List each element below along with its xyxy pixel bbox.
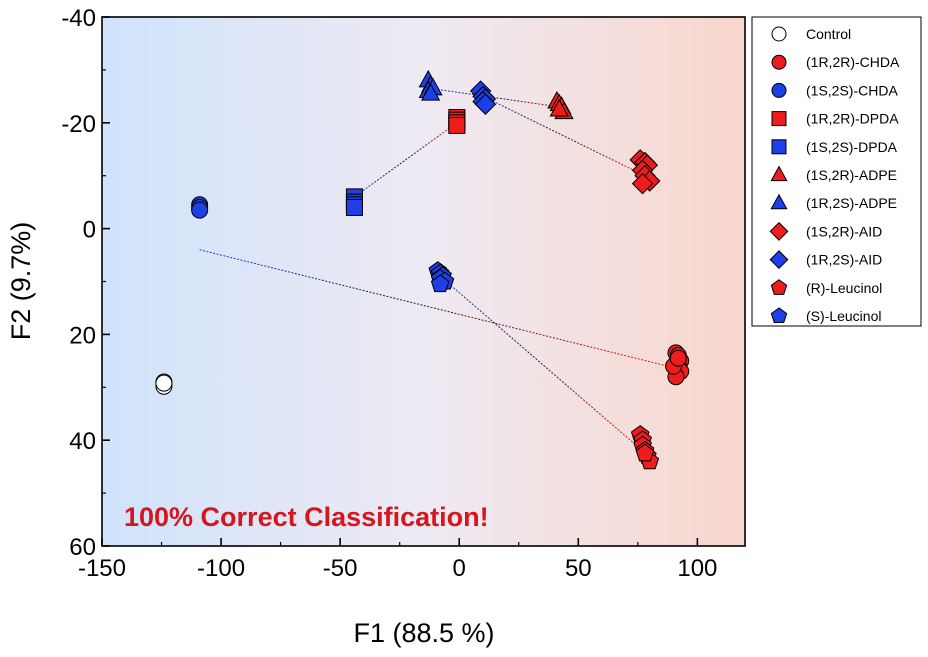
data-point xyxy=(474,93,497,115)
legend-label: (1R,2S)-ADPE xyxy=(806,195,897,211)
data-point xyxy=(448,116,466,134)
y-axis-ticks: -40 -20 0 20 40 60 xyxy=(61,5,110,561)
data-point xyxy=(155,374,173,392)
y-tick-label: 0 xyxy=(83,217,96,244)
data-point xyxy=(430,274,450,293)
data-point xyxy=(631,172,654,195)
connector-line xyxy=(354,122,458,198)
legend-marker xyxy=(771,139,787,155)
classification-annotation: 100% Correct Classification! xyxy=(124,502,489,532)
legend-label: (1S,2S)-CHDA xyxy=(806,82,898,98)
legend-label: Control xyxy=(806,26,851,42)
legend-label: (1S,2R)-ADPE xyxy=(806,167,897,183)
legend-label: (1R,2S)-AID xyxy=(806,252,882,268)
data-markers xyxy=(155,69,690,470)
x-tick-label: 50 xyxy=(565,555,592,582)
y-tick-label: -20 xyxy=(61,111,96,138)
legend-marker xyxy=(771,111,787,127)
y-tick-label: -40 xyxy=(61,5,96,32)
legend-marker xyxy=(771,26,787,42)
legend-marker xyxy=(770,165,788,182)
y-tick-label: 60 xyxy=(69,534,96,561)
x-tick-label: -100 xyxy=(197,555,245,582)
x-tick-label: -150 xyxy=(78,555,126,582)
legend: Control (1R,2R)-CHDA (1S,2S)-CHDA (1R,2R)-D… xyxy=(751,16,922,327)
y-tick-label: 40 xyxy=(69,428,96,455)
legend-label: (R)-Leucinol xyxy=(806,280,882,296)
x-axis-title: F1 (88.5 %) xyxy=(353,618,494,648)
data-point xyxy=(549,98,569,117)
legend-label: (1R,2R)-DPDA xyxy=(806,111,899,127)
data-point xyxy=(345,198,363,216)
data-point xyxy=(420,83,441,101)
legend-marker xyxy=(769,221,789,241)
y-axis-title: F2 (9.7%) xyxy=(6,222,36,341)
data-point xyxy=(191,201,209,219)
connector-line xyxy=(439,275,643,452)
x-tick-label: 100 xyxy=(677,555,717,582)
plot-background xyxy=(102,17,745,546)
legend-marker xyxy=(771,82,787,98)
connector-line xyxy=(430,87,560,108)
legend-marker xyxy=(770,193,788,210)
connector-line xyxy=(199,249,679,370)
connector-lines xyxy=(199,87,679,452)
legend-marker xyxy=(770,279,788,295)
legend-label: (1R,2R)-CHDA xyxy=(806,54,900,70)
legend-label: (1S,2S)-DPDA xyxy=(806,139,898,155)
legend-marker xyxy=(769,250,789,270)
data-point xyxy=(669,349,687,367)
x-tick-label: 0 xyxy=(453,555,466,582)
legend-marker xyxy=(770,307,788,324)
legend-marker xyxy=(771,54,787,70)
x-tick-label: -50 xyxy=(323,555,358,582)
x-axis-ticks: -150 -100 -50 0 50 100 xyxy=(78,538,717,582)
data-point xyxy=(635,443,655,462)
y-tick-label: 20 xyxy=(69,322,96,349)
legend-label: (S)-Leucinol xyxy=(806,308,881,324)
legend-label: (1S,2R)-AID xyxy=(806,223,882,239)
